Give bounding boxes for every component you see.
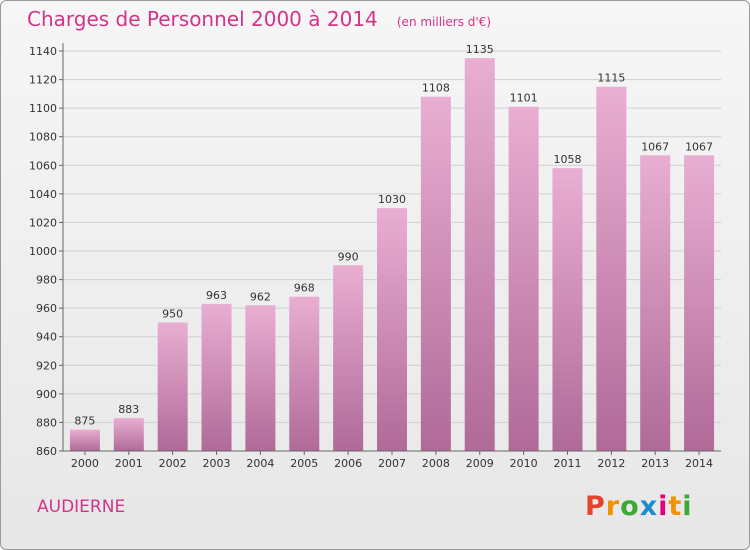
bar-2014: [684, 155, 715, 452]
value-label: 875: [74, 415, 95, 428]
x-tick-label: 2005: [290, 457, 318, 470]
bar-2008: [420, 96, 451, 451]
x-tick-label: 2014: [685, 457, 713, 470]
y-tick-label: 1140: [29, 45, 57, 58]
x-tick-label: 2001: [115, 457, 143, 470]
value-label: 1067: [685, 140, 713, 153]
value-label: 962: [250, 290, 271, 303]
x-tick-label: 2004: [246, 457, 274, 470]
logo-letter: x: [639, 491, 659, 522]
x-tick-label: 2006: [334, 457, 362, 470]
x-tick-label: 2007: [378, 457, 406, 470]
x-tick-label: 2012: [597, 457, 625, 470]
y-tick-label: 900: [36, 388, 57, 401]
bar-2005: [289, 296, 320, 451]
title-row: Charges de Personnel 2000 à 2014 (en mil…: [27, 7, 491, 31]
logo-letter: r: [605, 491, 621, 522]
bar-2003: [201, 303, 232, 451]
logo-letter: P: [585, 491, 606, 522]
x-tick-label: 2011: [553, 457, 581, 470]
x-tick-label: 2010: [510, 457, 538, 470]
x-tick-label: 2009: [466, 457, 494, 470]
value-label: 883: [118, 403, 139, 416]
logo-letter: o: [620, 491, 640, 522]
y-tick-label: 1100: [29, 102, 57, 115]
value-label: 1067: [641, 140, 669, 153]
proxiti-logo[interactable]: Proxiti: [585, 491, 693, 522]
y-tick-label: 1020: [29, 216, 57, 229]
y-tick-label: 1080: [29, 131, 57, 144]
y-tick-label: 1040: [29, 188, 57, 201]
axes: 860 880 900 920 940 960 980 1000 1020 1040 1060 108…: [29, 43, 721, 470]
logo-letter: t: [668, 491, 683, 522]
x-tick-label: 2013: [641, 457, 669, 470]
bar-2009: [464, 58, 495, 452]
y-tick-label: 940: [36, 331, 57, 344]
bar-2000: [69, 429, 100, 451]
bar-2001: [113, 418, 144, 451]
value-label: 968: [294, 282, 315, 295]
y-tick-label: 960: [36, 302, 57, 315]
value-label: 963: [206, 289, 227, 302]
y-tick-label: 880: [36, 416, 57, 429]
value-label: 1058: [553, 153, 581, 166]
y-tick-label: 980: [36, 274, 57, 287]
x-tick-label: 2000: [71, 457, 99, 470]
logo-letter: i: [682, 491, 693, 522]
bars: 875 883 950 963 962 968 990 1030 1108 1135 1101 105…: [69, 43, 715, 452]
bar-2004: [245, 305, 276, 451]
y-tick-label: 860: [36, 445, 57, 458]
chart-subtitle: (en milliers d'€): [396, 15, 491, 29]
bar-2006: [333, 265, 364, 451]
y-tick-label: 1060: [29, 159, 57, 172]
value-label: 1115: [597, 72, 625, 85]
y-tick-label: 1120: [29, 74, 57, 87]
value-label: 990: [338, 250, 359, 263]
x-tick-label: 2003: [203, 457, 231, 470]
value-label: 1108: [422, 82, 450, 95]
bar-2007: [377, 208, 407, 451]
bar-2010: [508, 106, 539, 451]
value-label: 1101: [510, 92, 538, 105]
y-tick-label: 920: [36, 359, 57, 372]
bar-2012: [596, 86, 627, 451]
bar-2002: [157, 322, 188, 451]
logo-letter: i: [658, 491, 669, 522]
bar-2011: [552, 168, 583, 451]
value-label: 1030: [378, 193, 406, 206]
bar-2013: [640, 155, 671, 452]
x-tick-label: 2002: [159, 457, 187, 470]
value-label: 950: [162, 307, 183, 320]
chart-title: Charges de Personnel 2000 à 2014: [27, 7, 378, 31]
y-tick-label: 1000: [29, 245, 57, 258]
x-tick-label: 2008: [422, 457, 450, 470]
city-name: AUDIERNE: [37, 497, 126, 517]
value-label: 1135: [466, 43, 494, 56]
